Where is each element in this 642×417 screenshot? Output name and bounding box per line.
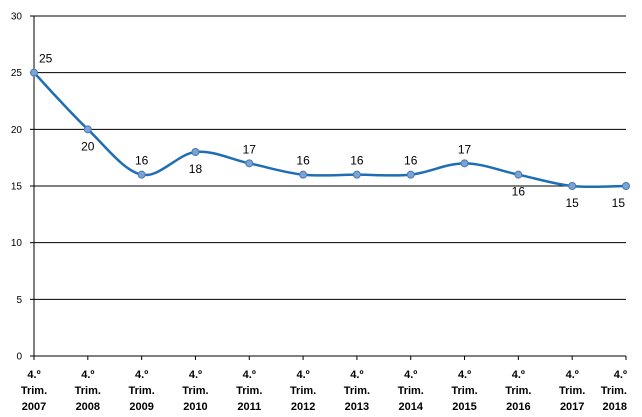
data-point: [568, 182, 577, 190]
x-tick-label: 2007: [22, 401, 46, 413]
x-tick-label: 2008: [76, 401, 100, 413]
data-point: [83, 125, 92, 134]
data-label: 16: [512, 185, 526, 199]
data-point: [30, 68, 38, 77]
x-tick-label: 4.º: [189, 369, 202, 381]
y-tick-label: 30: [11, 12, 23, 23]
y-axis-ticks: 0 5 10 15 20 25 30: [11, 12, 34, 363]
x-tick-label: Trim.: [236, 385, 262, 397]
data-label: 15: [566, 196, 580, 210]
x-tick-label: Trim.: [451, 385, 477, 397]
x-tick-label: 4.º: [81, 369, 94, 381]
data-label: 16: [296, 154, 310, 168]
y-tick-label: 10: [11, 238, 23, 249]
data-label: 25: [39, 52, 53, 66]
y-tick-label: 5: [16, 295, 22, 306]
x-tick-label: 4.º: [614, 369, 627, 381]
data-point: [137, 170, 146, 179]
data-label: 16: [135, 154, 149, 168]
data-label: 16: [404, 154, 418, 168]
x-tick-label: 2009: [129, 401, 153, 413]
x-tick-label: Trim.: [559, 385, 585, 397]
x-tick-label: Trim.: [182, 385, 208, 397]
data-point: [191, 148, 200, 156]
x-tick-label: Trim.: [398, 385, 424, 397]
x-tick-label: 4.º: [512, 369, 525, 381]
x-tick-label: 2015: [452, 401, 476, 413]
x-tick-label: 2016: [506, 401, 530, 413]
data-point: [352, 170, 361, 179]
x-axis-ticks: 4.º Trim. 2007 4.º Trim. 2008 4.º Trim. 2009 4.º T…: [21, 356, 627, 413]
data-label: 16: [350, 154, 364, 168]
x-tick-label: Trim.: [601, 385, 627, 397]
gridlines: [34, 15, 626, 300]
x-tick-label: 4.º: [458, 369, 471, 381]
data-point: [622, 182, 630, 190]
y-tick-label: 20: [11, 125, 23, 136]
x-tick-label: Trim.: [505, 385, 531, 397]
x-tick-label: Trim.: [21, 385, 47, 397]
y-tick-label: 0: [16, 352, 22, 363]
data-label: 17: [243, 142, 257, 156]
data-label: 15: [612, 196, 626, 210]
x-tick-label: Trim.: [290, 385, 316, 397]
data-point: [406, 170, 415, 179]
x-tick-label: 4.º: [350, 369, 363, 381]
x-tick-label: 4.º: [243, 369, 256, 381]
x-tick-label: 2012: [291, 401, 315, 413]
x-tick-label: 4.º: [296, 369, 309, 381]
data-label: 17: [458, 142, 472, 156]
data-point: [460, 159, 469, 168]
y-tick-label: 25: [11, 68, 23, 79]
x-tick-label: 4.º: [135, 369, 148, 381]
x-tick-label: 4.º: [404, 369, 417, 381]
data-point: [514, 170, 523, 179]
data-labels: 25 20 16 18 17 16 16 16 17 16 15 15: [39, 52, 625, 210]
x-tick-label: 2010: [183, 401, 207, 413]
x-tick-label: 4.º: [27, 369, 40, 381]
x-tick-label: 4.º: [566, 369, 579, 381]
x-tick-label: Trim.: [128, 385, 154, 397]
y-tick-label: 15: [11, 182, 23, 193]
data-markers: [30, 68, 630, 190]
x-tick-label: 2017: [560, 401, 584, 413]
data-label: 18: [189, 162, 203, 176]
x-tick-label: 2013: [345, 401, 369, 413]
data-label: 20: [81, 139, 95, 153]
data-point: [299, 170, 308, 179]
x-tick-label: 2014: [398, 401, 423, 413]
x-tick-label: 2018: [603, 401, 627, 413]
x-tick-label: Trim.: [344, 385, 370, 397]
x-tick-label: Trim.: [75, 385, 101, 397]
data-point: [245, 159, 254, 168]
x-tick-label: 2011: [237, 401, 261, 413]
